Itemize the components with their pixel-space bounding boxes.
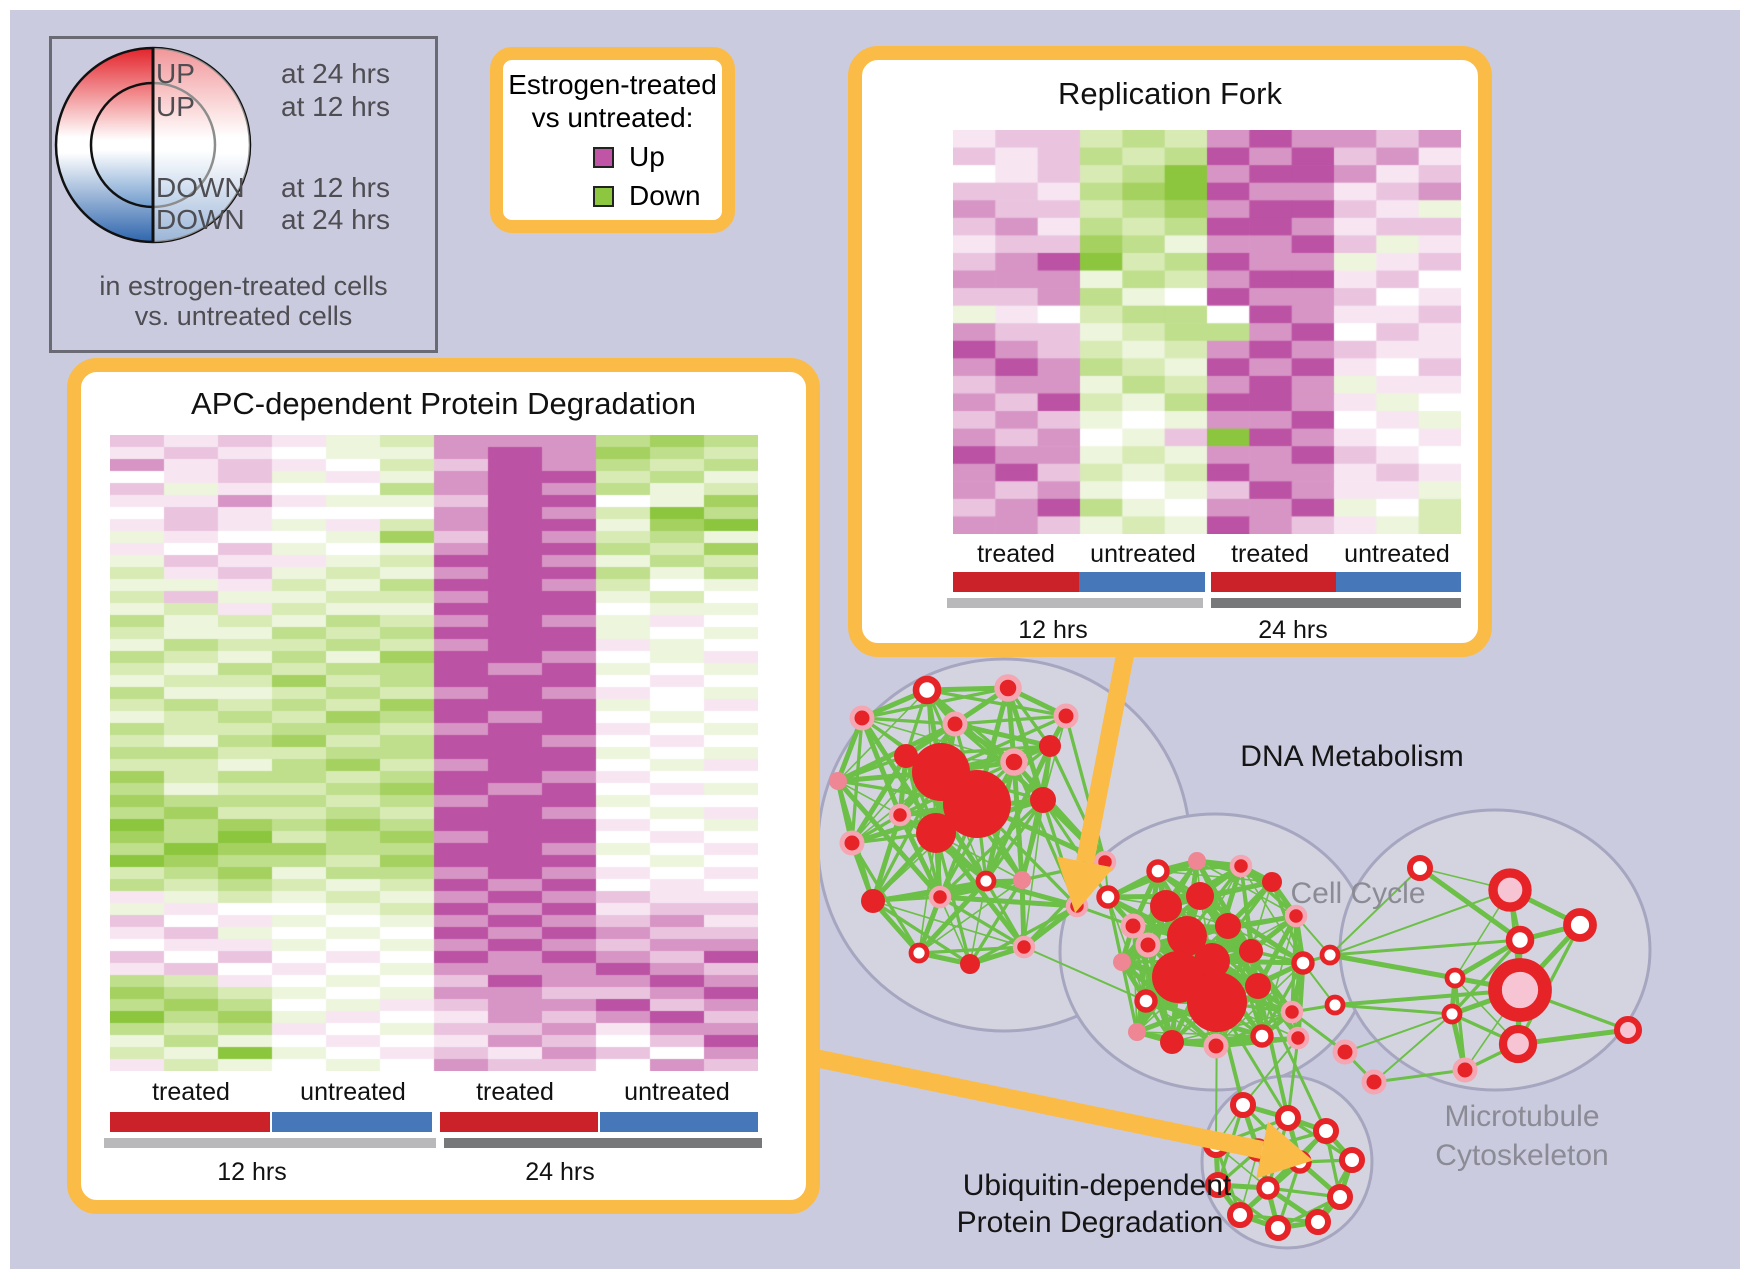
rf-24hr-label: 24 hrs bbox=[1258, 616, 1328, 644]
scale-dir: DOWN bbox=[156, 172, 245, 203]
rf-treated-bar-24h bbox=[1211, 572, 1336, 592]
scale-time: at 24 hrs bbox=[281, 204, 390, 235]
down-label: Down bbox=[629, 180, 701, 211]
up-swatch-icon bbox=[593, 146, 614, 168]
updown-legend-title-line1: Estrogen-treated bbox=[508, 69, 717, 100]
ubiquitin-label-line2: Protein Degradation bbox=[956, 1206, 1224, 1239]
apc-untreated-bar-24h bbox=[600, 1112, 758, 1132]
apc-group-label-3: treated bbox=[476, 1078, 554, 1106]
apc-12hr-label: 12 hrs bbox=[217, 1158, 287, 1186]
color-scale-legend: UP at 24 hrs UP at 12 hrs DOWN at 12 hrs… bbox=[49, 36, 438, 353]
legend-item-up: Up bbox=[593, 141, 722, 173]
apc-untreated-bar-12h bbox=[272, 1112, 432, 1132]
scale-dir: UP bbox=[156, 91, 195, 122]
rf-24hr-bar bbox=[1211, 598, 1461, 608]
rf-treated-bar-12h bbox=[953, 572, 1079, 592]
scale-time: at 12 hrs bbox=[281, 172, 390, 203]
rf-untreated-bar-24h bbox=[1336, 572, 1461, 592]
apc-treated-bar-12h bbox=[110, 1112, 270, 1132]
dna-metabolism-label: DNA Metabolism bbox=[1240, 740, 1464, 773]
rf-heatmap bbox=[953, 130, 1461, 534]
apc-24hr-label: 24 hrs bbox=[525, 1158, 595, 1186]
rf-untreated-bar-12h bbox=[1079, 572, 1205, 592]
scale-time: at 24 hrs bbox=[281, 58, 390, 89]
updown-legend-title-line2: vs untreated: bbox=[531, 102, 694, 133]
rf-group-label-4: untreated bbox=[1344, 540, 1450, 568]
apc-treated-bar-24h bbox=[440, 1112, 598, 1132]
rf-group-label-1: treated bbox=[977, 540, 1055, 568]
scale-row-up24: UP at 24 hrs bbox=[52, 59, 435, 89]
up-down-rings-icon bbox=[54, 46, 252, 244]
up-label: Up bbox=[629, 141, 665, 172]
scale-row-up12: UP at 12 hrs bbox=[52, 92, 435, 122]
legend-item-down: Down bbox=[593, 180, 722, 212]
scale-time: at 12 hrs bbox=[281, 91, 390, 122]
apc-24hr-bar bbox=[444, 1138, 762, 1148]
ubiquitin-label-line1: Ubiquitin-dependent bbox=[962, 1169, 1232, 1202]
apc-group-label-2: untreated bbox=[300, 1078, 406, 1106]
apc-12hr-bar bbox=[104, 1138, 436, 1148]
updown-legend: Estrogen-treated vs untreated: Up Down bbox=[490, 47, 735, 233]
rf-12hr-bar bbox=[947, 598, 1203, 608]
apc-group-label-1: treated bbox=[152, 1078, 230, 1106]
microtubule-label-line2: Cytoskeleton bbox=[1435, 1139, 1609, 1172]
cell-cycle-label: Cell Cycle bbox=[1290, 877, 1426, 910]
replication-fork-panel: Replication Fork treated untreated treat… bbox=[848, 46, 1492, 657]
rf-group-label-3: treated bbox=[1231, 540, 1309, 568]
scale-row-down24: DOWN at 24 hrs bbox=[52, 205, 435, 235]
rf-group-label-2: untreated bbox=[1090, 540, 1196, 568]
apc-degradation-panel: APC-dependent Protein Degradation treate… bbox=[67, 358, 820, 1214]
scale-caption-line1: in estrogen-treated cells bbox=[99, 271, 388, 301]
apc-panel-title: APC-dependent Protein Degradation bbox=[191, 386, 696, 421]
scale-caption-line2: vs. untreated cells bbox=[134, 301, 353, 331]
rf-12hr-label: 12 hrs bbox=[1018, 616, 1088, 644]
microtubule-label-line1: Microtubule bbox=[1444, 1100, 1600, 1133]
apc-group-label-4: untreated bbox=[624, 1078, 730, 1106]
scale-dir: DOWN bbox=[156, 204, 245, 235]
down-swatch-icon bbox=[593, 185, 614, 207]
apc-heatmap bbox=[110, 435, 758, 1071]
rf-panel-title: Replication Fork bbox=[1058, 76, 1282, 111]
scale-dir: UP bbox=[156, 58, 195, 89]
scale-row-down12: DOWN at 12 hrs bbox=[52, 173, 435, 203]
